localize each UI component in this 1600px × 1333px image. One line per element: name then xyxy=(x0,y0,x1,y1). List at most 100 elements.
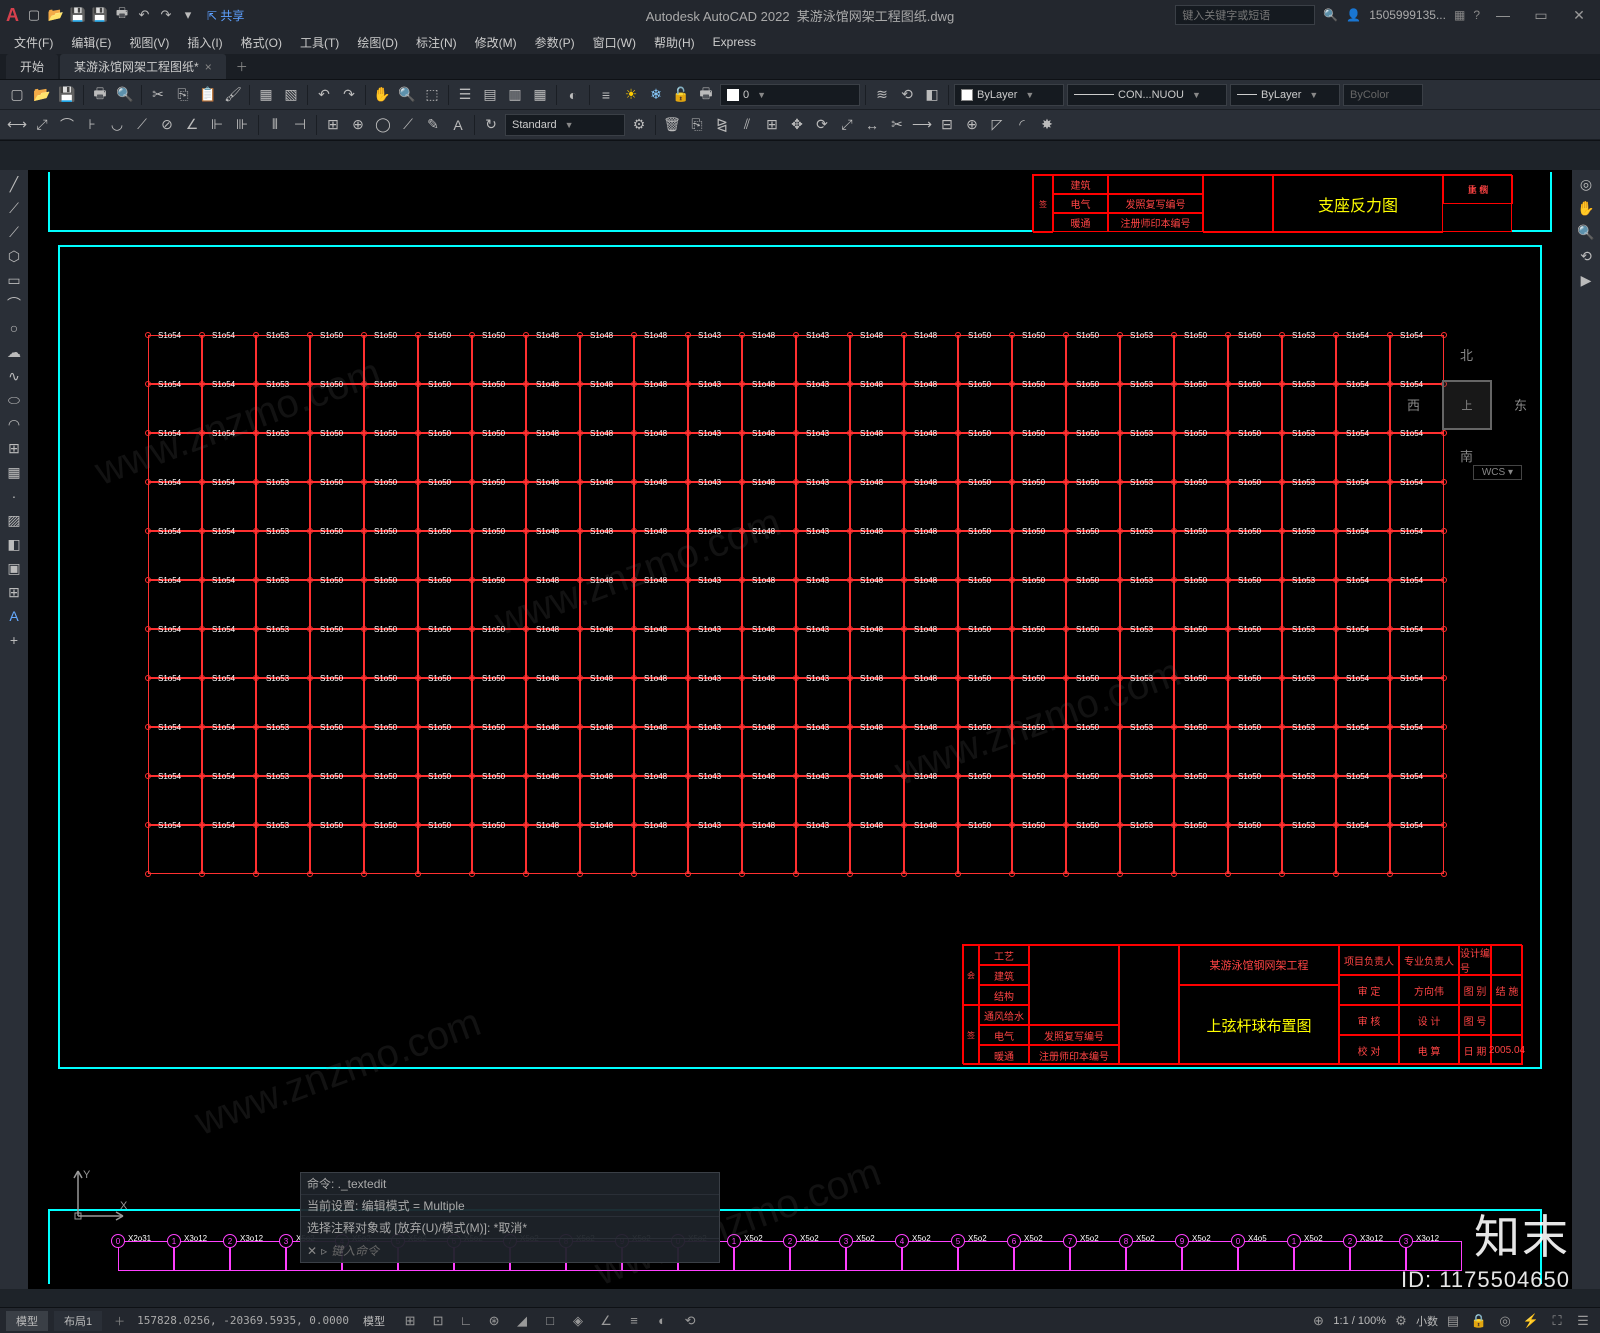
dimedit-icon[interactable]: ✎ xyxy=(422,114,444,136)
help-search-input[interactable]: 键入关键字或短语 xyxy=(1175,5,1315,25)
nav-pan-icon[interactable]: ✋ xyxy=(1572,196,1600,220)
tab-close-icon[interactable]: × xyxy=(205,60,212,74)
print-icon[interactable]: 🖶 xyxy=(89,84,111,106)
ortho-toggle-icon[interactable]: ∟ xyxy=(455,1311,477,1331)
cycling-icon[interactable]: ⟲ xyxy=(679,1311,701,1331)
pan-icon[interactable]: ✋ xyxy=(371,84,393,106)
new-icon[interactable]: ▢ xyxy=(25,6,43,24)
user-icon[interactable]: 👤 xyxy=(1346,8,1361,22)
color-dropdown[interactable]: ByLayer▼ xyxy=(954,84,1064,106)
quickprops-icon[interactable]: ▤ xyxy=(1442,1311,1464,1331)
isodraft-icon[interactable]: ◢ xyxy=(511,1311,533,1331)
menu-item[interactable]: 标注(N) xyxy=(408,32,465,53)
region-icon[interactable]: ▣ xyxy=(0,556,28,580)
dim-ang-icon[interactable]: ∠ xyxy=(181,114,203,136)
xline-icon[interactable]: ⟋ xyxy=(0,196,28,220)
gear-icon[interactable]: ⚙ xyxy=(1390,1311,1412,1331)
mod-extend-icon[interactable]: ⟶ xyxy=(911,114,933,136)
open-icon[interactable]: 📂 xyxy=(47,6,65,24)
mod-scale-icon[interactable]: ⤢ xyxy=(836,114,858,136)
command-line[interactable]: 命令: ._textedit 当前设置: 编辑模式 = Multiple 选择注… xyxy=(300,1172,720,1263)
ellipsearc-icon[interactable]: ◠ xyxy=(0,412,28,436)
mod-trim-icon[interactable]: ✂ xyxy=(886,114,908,136)
cut-icon[interactable]: ✂ xyxy=(147,84,169,106)
menu-item[interactable]: 工具(T) xyxy=(292,32,347,53)
jogline-icon[interactable]: ⟋ xyxy=(397,114,419,136)
cleanscreen-icon[interactable]: ⛶ xyxy=(1546,1311,1568,1331)
dimupdate-icon[interactable]: ↻ xyxy=(480,114,502,136)
dim-cont-icon[interactable]: ⊪ xyxy=(231,114,253,136)
plotstyle-dropdown[interactable]: ByColor xyxy=(1343,84,1423,106)
polar-toggle-icon[interactable]: ⊛ xyxy=(483,1311,505,1331)
line-icon[interactable]: ╱ xyxy=(0,172,28,196)
mod-break-icon[interactable]: ⊟ xyxy=(936,114,958,136)
open2-icon[interactable]: 📂 xyxy=(31,84,53,106)
layprev-icon[interactable]: ⟲ xyxy=(896,84,918,106)
dimstyle-dropdown[interactable]: Standard▼ xyxy=(505,114,625,136)
redo-icon[interactable]: ↷ xyxy=(157,6,175,24)
dim-base-icon[interactable]: ⊩ xyxy=(206,114,228,136)
linetype-dropdown[interactable]: CON...NUOU▼ xyxy=(1067,84,1227,106)
nav-orbit-icon[interactable]: ⟲ xyxy=(1572,244,1600,268)
hatch-icon[interactable]: ▨ xyxy=(0,508,28,532)
customize-icon[interactable]: ☰ xyxy=(1572,1311,1594,1331)
share-button[interactable]: ⇱ 共享 xyxy=(207,7,244,24)
layerlock-icon[interactable]: 🔓 xyxy=(670,84,692,106)
tab-document[interactable]: 某游泳馆网架工程图纸*× xyxy=(60,54,226,79)
undo2-icon[interactable]: ↶ xyxy=(313,84,335,106)
mod-fillet-icon[interactable]: ◜ xyxy=(1011,114,1033,136)
matchprop-icon[interactable]: 🖌 xyxy=(222,84,244,106)
zoomwin-icon[interactable]: ⬚ xyxy=(421,84,443,106)
layerplot-icon[interactable]: 🖶 xyxy=(695,84,717,106)
copy-icon[interactable]: ⎘ xyxy=(172,84,194,106)
rect-icon[interactable]: ▭ xyxy=(0,268,28,292)
otrack-icon[interactable]: ∠ xyxy=(595,1311,617,1331)
menu-item[interactable]: 绘图(D) xyxy=(349,32,406,53)
minimize-icon[interactable]: — xyxy=(1488,5,1518,25)
menu-item[interactable]: 格式(O) xyxy=(233,32,290,53)
nav-zoom-icon[interactable]: 🔍 xyxy=(1572,220,1600,244)
spline-icon[interactable]: ∿ xyxy=(0,364,28,388)
snap-toggle-icon[interactable]: ⊡ xyxy=(427,1311,449,1331)
dimstyle-icon[interactable]: ⚙ xyxy=(628,114,650,136)
zoom-scale[interactable]: 1:1 / 100% xyxy=(1333,1315,1386,1327)
mod-rotate-icon[interactable]: ⟳ xyxy=(811,114,833,136)
menu-item[interactable]: Express xyxy=(705,33,764,51)
mod-stretch-icon[interactable]: ↔ xyxy=(861,114,883,136)
lineweight-dropdown[interactable]: ByLayer▼ xyxy=(1230,84,1340,106)
dim-linear-icon[interactable]: ⟷ xyxy=(6,114,28,136)
dim-dia-icon[interactable]: ⊘ xyxy=(156,114,178,136)
drawing-canvas[interactable]: 签 建筑 电气 暖通 发照复写编号 注册师印本编号 支座反力图 重 核 比 例 … xyxy=(28,170,1572,1289)
hwacc-icon[interactable]: ⚡ xyxy=(1520,1311,1542,1331)
viewcube-south[interactable]: 南 xyxy=(1460,446,1473,465)
dim-break-icon[interactable]: ⊣ xyxy=(289,114,311,136)
render-icon[interactable]: ◐ xyxy=(562,84,584,106)
save-icon[interactable]: 💾 xyxy=(69,6,87,24)
menu-item[interactable]: 修改(M) xyxy=(467,32,525,53)
polygon-icon[interactable]: ⬡ xyxy=(0,244,28,268)
tab-model-space[interactable]: 模型 xyxy=(6,1311,48,1331)
circle-icon[interactable]: ○ xyxy=(0,316,28,340)
block2-icon[interactable]: ▧ xyxy=(280,84,302,106)
user-name[interactable]: 1505999135... xyxy=(1369,8,1446,22)
layer-dropdown[interactable]: 0▼ xyxy=(720,84,860,106)
menu-item[interactable]: 帮助(H) xyxy=(646,32,703,53)
qnew-icon[interactable]: ▢ xyxy=(6,84,28,106)
block-icon[interactable]: ▦ xyxy=(255,84,277,106)
plot-icon[interactable]: 🖶 xyxy=(113,6,131,24)
menu-item[interactable]: 文件(F) xyxy=(6,32,61,53)
dim-space-icon[interactable]: ⫴ xyxy=(264,114,286,136)
mod-chamfer-icon[interactable]: ◸ xyxy=(986,114,1008,136)
mod-explode-icon[interactable]: ✸ xyxy=(1036,114,1058,136)
dim-jog-icon[interactable]: ⟋ xyxy=(131,114,153,136)
viewcube-west[interactable]: 西 xyxy=(1407,395,1420,414)
tp-icon[interactable]: ▥ xyxy=(504,84,526,106)
tab-start[interactable]: 开始 xyxy=(6,54,58,79)
autodesk-app-icon[interactable]: ▦ xyxy=(1454,8,1465,22)
nav-showmotion-icon[interactable]: ▶ xyxy=(1572,268,1600,292)
wcs-label[interactable]: WCS ▾ xyxy=(1473,465,1522,480)
mod-move-icon[interactable]: ✥ xyxy=(786,114,808,136)
dim-arc-icon[interactable]: ⌒ xyxy=(56,114,78,136)
tab-layout1[interactable]: 布局1 xyxy=(54,1311,102,1331)
makeblock-icon[interactable]: ▦ xyxy=(0,460,28,484)
